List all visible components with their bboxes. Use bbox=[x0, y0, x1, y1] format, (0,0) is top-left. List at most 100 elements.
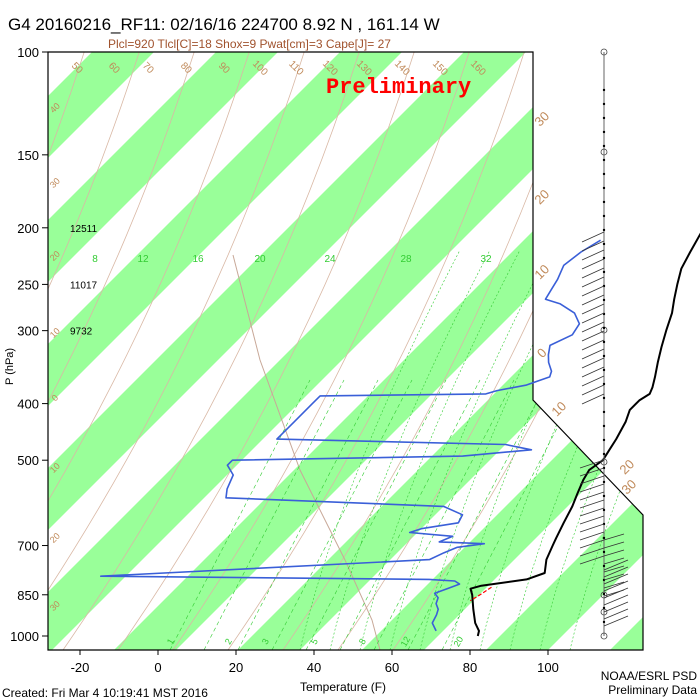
wind-barb bbox=[581, 267, 605, 279]
dry-adiabat bbox=[117, 52, 419, 650]
mixing-ratio-label-bottom: 1 bbox=[165, 637, 176, 646]
wind-dot bbox=[602, 214, 606, 218]
dry-adiabat bbox=[232, 254, 381, 650]
wind-barb bbox=[579, 547, 605, 557]
wind-barb bbox=[603, 565, 625, 573]
wind-dot bbox=[602, 438, 606, 442]
wind-dot bbox=[602, 242, 606, 246]
wind-barb bbox=[603, 549, 625, 557]
dry-adiabat bbox=[48, 52, 309, 650]
height-label: 11017 bbox=[70, 280, 98, 291]
created-timestamp: Created: Fri Mar 4 10:19:41 MST 2016 bbox=[2, 686, 208, 700]
calm-wind-circle bbox=[600, 458, 608, 466]
wind-barb bbox=[579, 483, 605, 493]
mixing-ratio-line bbox=[373, 379, 515, 650]
mixing-ratio-line bbox=[407, 379, 549, 650]
mixing-ratio-label-bottom: 3 bbox=[260, 637, 271, 646]
dry-adiabat bbox=[48, 52, 89, 650]
y-tick-label: 250 bbox=[17, 277, 39, 292]
chart-title: G4 20160216_RF11: 02/16/16 224700 8.92 N… bbox=[8, 15, 440, 34]
mixing-ratio-label-bottom: 20 bbox=[452, 635, 466, 649]
wind-barb bbox=[581, 375, 605, 387]
preliminary-watermark: Preliminary bbox=[326, 75, 471, 100]
wind-dot bbox=[602, 172, 606, 176]
wind-barb bbox=[603, 608, 629, 620]
wind-dot bbox=[602, 592, 606, 596]
plot-frame bbox=[47, 51, 644, 651]
wind-barb bbox=[603, 594, 629, 606]
isotherm-label: 110 bbox=[286, 59, 305, 78]
isotherm-label-right: 10 bbox=[531, 261, 552, 282]
wind-dot bbox=[602, 424, 606, 428]
wind-barb bbox=[603, 601, 629, 613]
moist-adiabat bbox=[509, 249, 643, 650]
isotherm-label-right: 30 bbox=[531, 108, 552, 129]
wind-barb bbox=[581, 303, 605, 315]
wind-dot bbox=[602, 186, 606, 190]
wind-dot bbox=[602, 158, 606, 162]
mixing-ratio-label-bottom: 12 bbox=[399, 635, 413, 649]
wind-dot bbox=[602, 620, 606, 624]
x-tick-label: 40 bbox=[307, 660, 321, 675]
wind-barb bbox=[581, 357, 605, 369]
isotherm-label-left: 20 bbox=[48, 531, 62, 545]
moist-adiabat bbox=[449, 249, 611, 650]
moist-adiabat bbox=[479, 249, 641, 650]
wind-barb bbox=[579, 555, 605, 565]
dry-adiabat bbox=[172, 52, 474, 650]
mixing-ratio-label: 20 bbox=[254, 254, 266, 265]
mixing-ratio-label-bottom: 2 bbox=[223, 637, 234, 646]
wind-dot bbox=[602, 550, 606, 554]
wind-dot bbox=[602, 102, 606, 106]
wind-barb bbox=[603, 573, 625, 581]
wind-barb bbox=[581, 276, 605, 288]
dry-adiabat bbox=[48, 52, 199, 650]
wind-barb bbox=[581, 321, 605, 333]
wind-dot bbox=[602, 606, 606, 610]
wind-dot bbox=[602, 116, 606, 120]
wind-barb bbox=[581, 231, 605, 243]
moist-adiabat bbox=[539, 249, 643, 650]
wind-barb bbox=[581, 312, 605, 324]
mixing-ratio-label-bottom: 5 bbox=[309, 637, 320, 646]
y-tick-label: 100 bbox=[17, 45, 39, 60]
y-tick-label: 700 bbox=[17, 539, 39, 554]
mixing-ratio-label: 28 bbox=[400, 254, 412, 265]
x-tick-label: 20 bbox=[229, 660, 243, 675]
wind-dot bbox=[602, 382, 606, 386]
moist-adiabat bbox=[389, 249, 551, 650]
wind-barb bbox=[579, 531, 605, 541]
dry-adiabat bbox=[48, 52, 254, 650]
wind-barb bbox=[579, 491, 605, 501]
temperature-band bbox=[48, 52, 578, 650]
mixing-ratio-line bbox=[169, 379, 311, 650]
wind-barb bbox=[579, 499, 605, 509]
y-tick-label: 850 bbox=[17, 588, 39, 603]
temperature-band bbox=[684, 0, 700, 700]
wind-dot bbox=[602, 368, 606, 372]
credit-noaa: NOAA/ESRL PSD bbox=[601, 669, 698, 683]
x-tick-label: 80 bbox=[463, 660, 477, 675]
wind-barb bbox=[603, 533, 625, 541]
wind-barb bbox=[579, 459, 605, 469]
parcel-trace bbox=[469, 586, 492, 602]
calm-wind-circle bbox=[600, 148, 608, 156]
credit-preliminary: Preliminary Data bbox=[608, 683, 697, 697]
wind-dot bbox=[602, 144, 606, 148]
moist-adiabat bbox=[329, 249, 491, 650]
calm-wind-circle bbox=[600, 632, 608, 640]
isotherm-label-left: 0 bbox=[50, 393, 61, 404]
mixing-ratio-label: 12 bbox=[137, 254, 149, 265]
y-tick-label: 500 bbox=[17, 453, 39, 468]
x-tick-label: 60 bbox=[385, 660, 399, 675]
wind-dot bbox=[602, 508, 606, 512]
isotherm-label-right: 0 bbox=[534, 345, 550, 361]
wind-barb bbox=[579, 539, 605, 549]
wind-dot bbox=[602, 564, 606, 568]
dry-adiabat bbox=[62, 52, 364, 650]
wind-barb bbox=[581, 348, 605, 360]
wind-barb bbox=[579, 515, 605, 525]
temperature-band bbox=[48, 52, 454, 650]
wind-dot bbox=[602, 256, 606, 260]
